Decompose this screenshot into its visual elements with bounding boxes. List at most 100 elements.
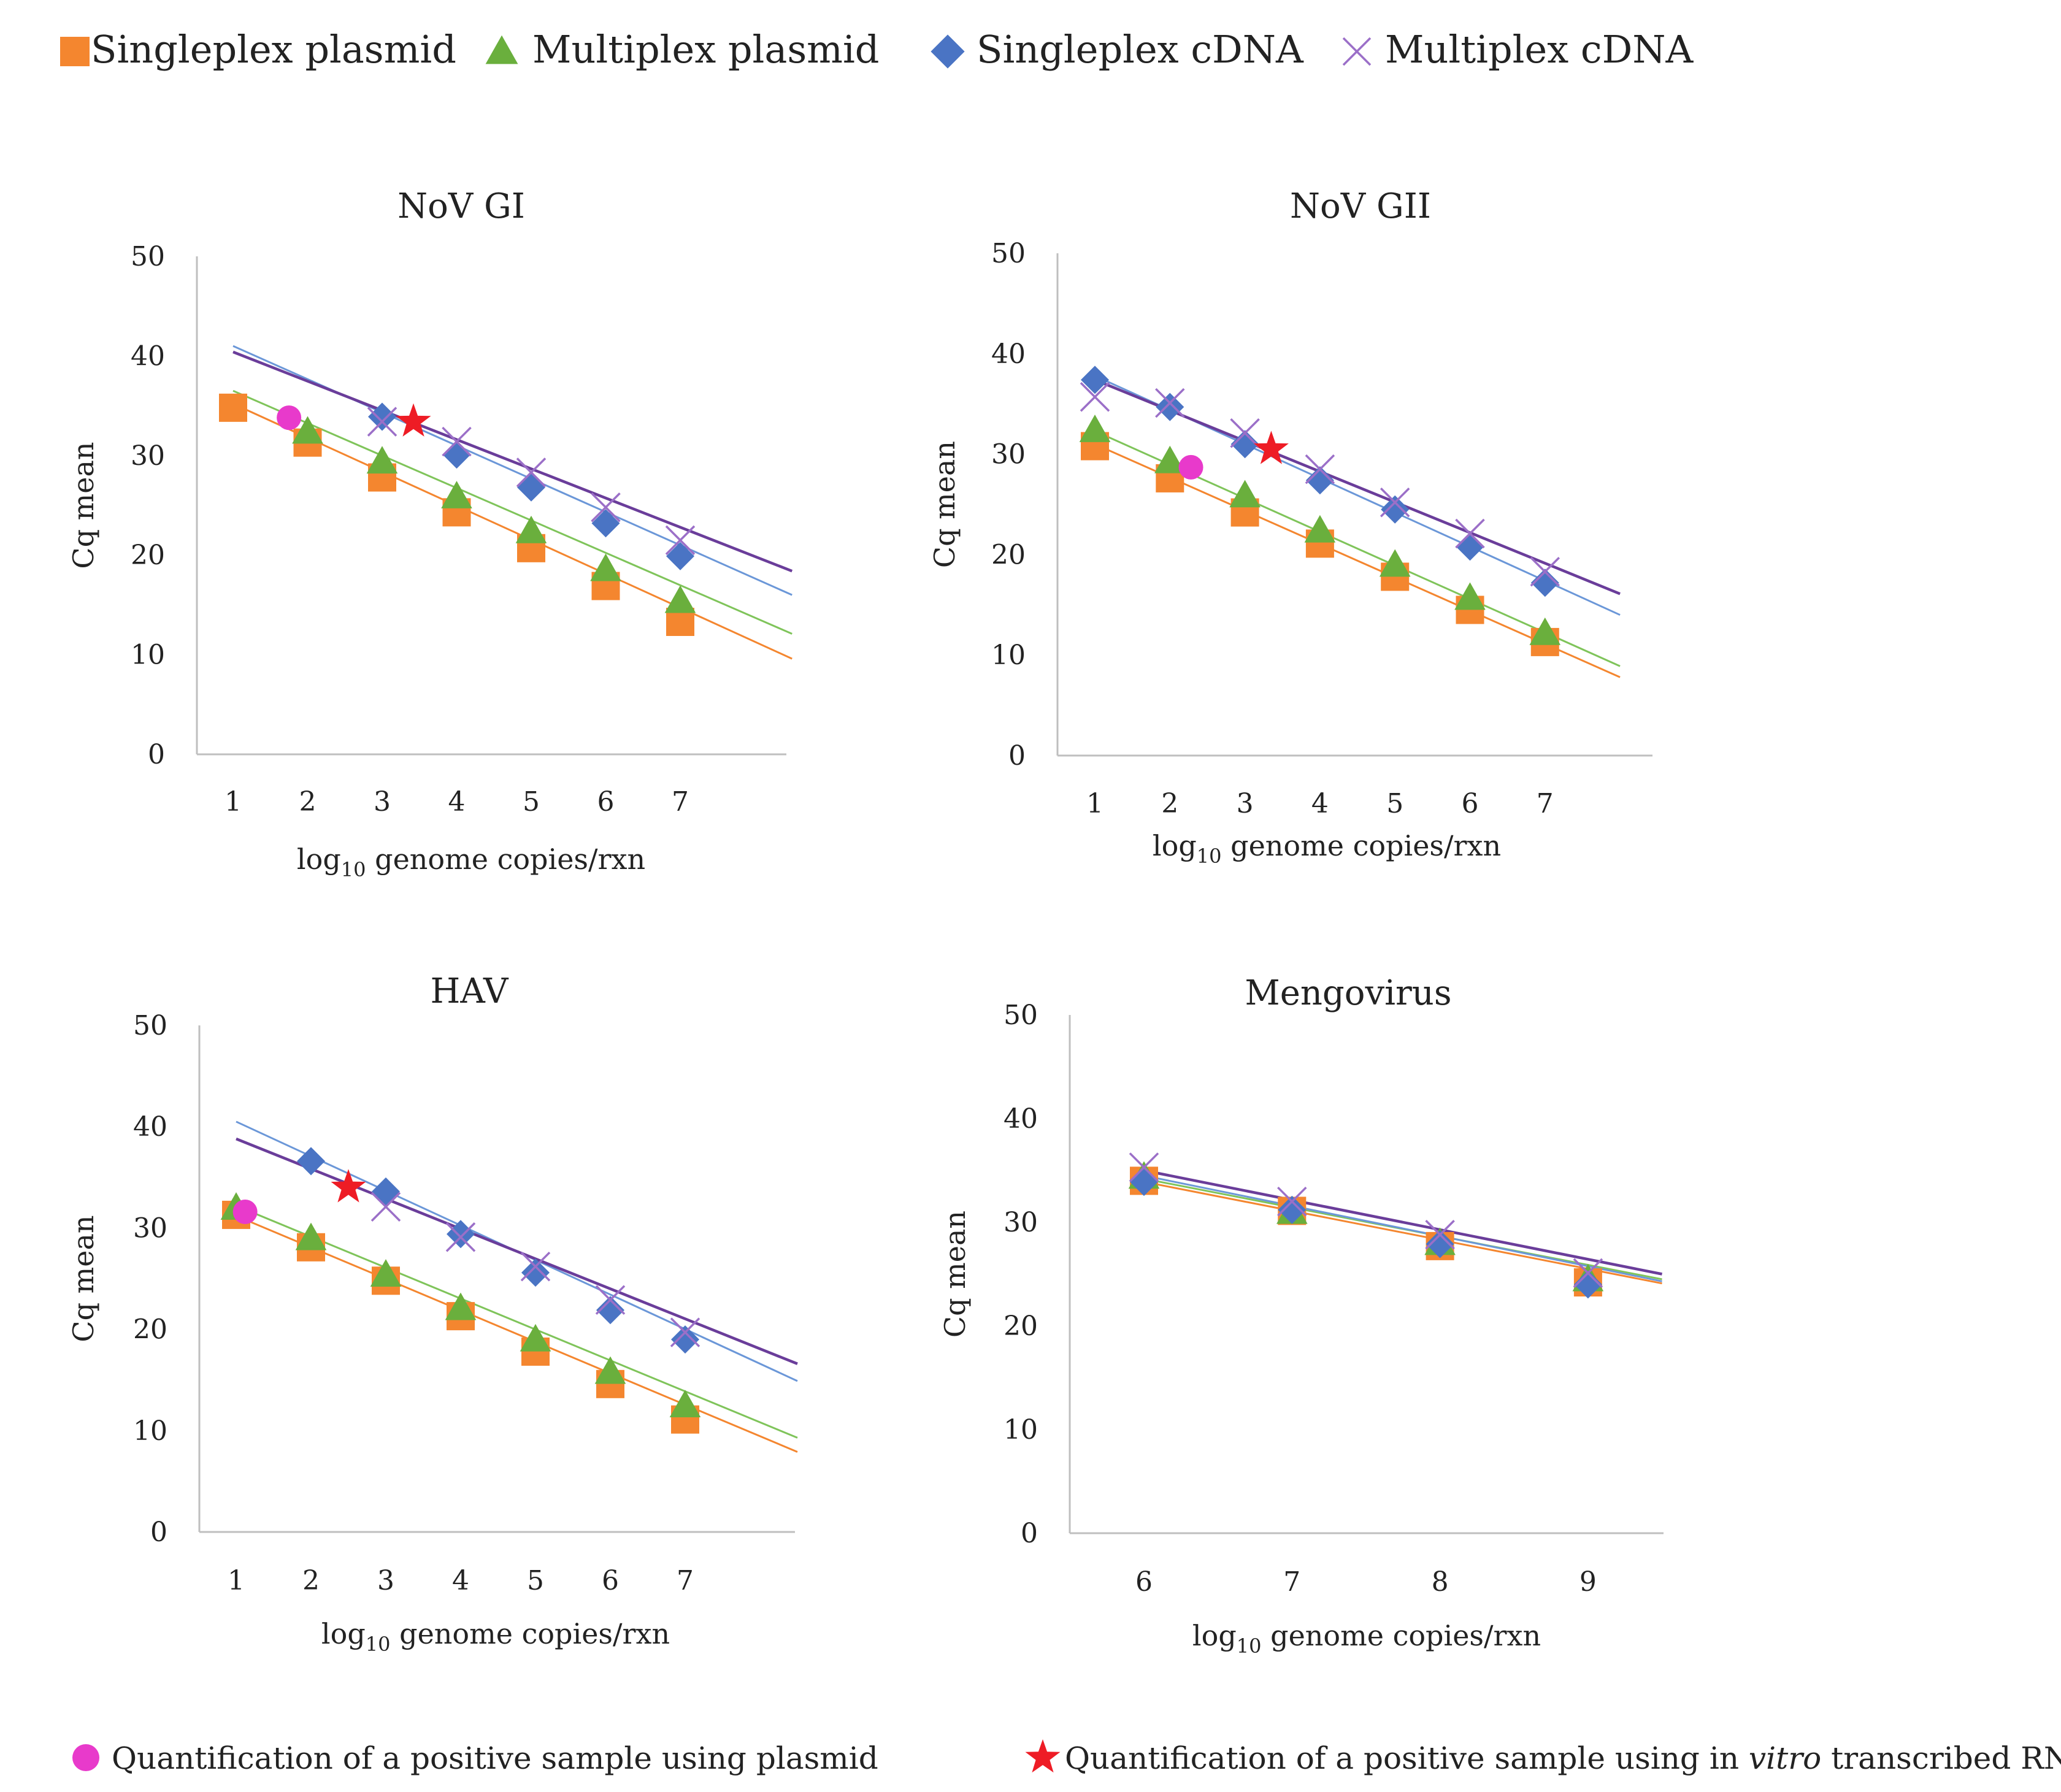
x-tick-label: 3: [374, 786, 391, 818]
trendline-multiplex-cdna: [236, 1137, 798, 1365]
y-tick-label: 10: [131, 640, 165, 671]
data-point-singleplex-cdna: [1278, 1195, 1307, 1224]
data-point-multiplex-plasmid: [664, 585, 696, 613]
x-tick-label: 4: [448, 786, 466, 818]
trendline-multiplex-cdna: [232, 350, 793, 573]
x-tick-label: 4: [1311, 788, 1329, 819]
data-point-multiplex-plasmid: [366, 446, 398, 474]
legend-item-singleplex-plasmid: Singleplex plasmid: [60, 27, 456, 72]
x-axis-title: log10 genome copies/rxn: [297, 843, 645, 881]
data-point-multiplex-plasmid: [1379, 549, 1411, 577]
data-point-multiplex-cdna: [591, 492, 621, 523]
x-tick-label: 6: [1135, 1566, 1153, 1598]
x-tick-label: 7: [677, 1565, 694, 1596]
data-point-multiplex-plasmid: [1154, 445, 1186, 473]
x-tick-label: 9: [1579, 1566, 1597, 1598]
legend-diamond-icon: [931, 34, 965, 69]
legend-label: Singleplex cDNA: [977, 27, 1304, 72]
data-point-multiplex-cdna: [445, 1222, 476, 1252]
data-point-multiplex-cdna: [1080, 381, 1110, 412]
data-point-multiplex-plasmid: [1454, 582, 1486, 610]
data-point-multiplex-plasmid: [1529, 617, 1561, 645]
data-point-multiplex-plasmid: [370, 1259, 402, 1287]
trendline-singleplex-plasmid: [1143, 1181, 1662, 1285]
data-point-multiplex-cdna: [665, 525, 696, 556]
data-point-multiplex-plasmid: [445, 1292, 477, 1320]
data-point-singleplex-cdna: [1530, 569, 1559, 597]
legend-item-singleplex-cdna: Singleplex cDNA: [931, 27, 1304, 72]
y-tick-label: 30: [131, 440, 165, 472]
legend-item-multiplex-cdna: Multiplex cDNA: [1342, 27, 1694, 72]
data-point-multiplex-plasmid: [515, 515, 547, 543]
y-tick-label: 20: [131, 540, 165, 571]
plasmid-quantification-dot: [277, 405, 302, 431]
rna-quantification-star: [331, 1169, 366, 1203]
y-tick-label: 10: [133, 1415, 167, 1447]
x-tick-label: 2: [299, 786, 317, 818]
data-point-multiplex-plasmid: [441, 481, 472, 508]
note-circle-icon: [72, 1744, 99, 1771]
chart-mengovirus: Mengovirus 0 10 20 30 40 50 6 7 8 9 Cq mean log10 ge…: [938, 973, 1664, 1658]
data-point-singleplex-cdna: [1081, 366, 1109, 394]
y-tick-label: 0: [1008, 740, 1026, 772]
x-tick-label: 1: [228, 1565, 245, 1596]
y-tick-label: 50: [131, 241, 165, 272]
data-point-singleplex-cdna: [521, 1258, 550, 1287]
y-axis-title: Cq mean: [938, 1211, 972, 1338]
chart-title: Mengovirus: [1245, 973, 1451, 1013]
y-tick-label: 40: [131, 340, 165, 372]
y-tick-label: 30: [991, 439, 1026, 470]
data-point-multiplex-cdna: [1380, 487, 1410, 518]
y-tick-label: 10: [991, 640, 1026, 671]
trendline-singleplex-cdna: [232, 345, 793, 596]
x-axis-title: log10 genome copies/rxn: [1192, 1619, 1541, 1658]
data-point-singleplex-cdna: [666, 542, 694, 570]
x-tick-label: 5: [523, 786, 540, 818]
data-point-multiplex-cdna: [1455, 518, 1485, 549]
legend-label: Multiplex cDNA: [1385, 27, 1694, 72]
data-point-multiplex-cdna: [595, 1285, 626, 1315]
x-tick-label: 1: [225, 786, 242, 818]
data-point-multiplex-plasmid: [590, 553, 621, 581]
x-tick-label: 4: [452, 1565, 469, 1596]
plasmid-quantification-dot: [1178, 454, 1203, 480]
y-axis-title: Cq mean: [67, 1215, 100, 1342]
y-tick-label: 20: [1004, 1311, 1038, 1342]
x-axis-title: log10 genome copies/rxn: [321, 1617, 670, 1656]
data-point-singleplex-cdna: [447, 1220, 475, 1249]
note-rna: Quantification of a positive sample usin…: [1025, 1739, 2061, 1776]
legend-square-icon: [60, 37, 90, 66]
trendline-multiplex-plasmid: [232, 389, 793, 635]
data-point-multiplex-cdna: [1530, 557, 1560, 587]
x-tick-label: 6: [1462, 788, 1479, 819]
x-tick-label: 1: [1086, 788, 1103, 819]
legend-label: Multiplex plasmid: [532, 27, 879, 72]
data-point-singleplex-cdna: [1426, 1230, 1454, 1258]
data-point-multiplex-cdna: [1425, 1220, 1455, 1250]
notes: Quantification of a positive sample usin…: [72, 1739, 2061, 1776]
y-tick-label: 40: [991, 339, 1026, 370]
data-point-singleplex-plasmid: [219, 393, 247, 422]
x-tick-label: 2: [1161, 788, 1178, 819]
chart-nov-gi: NoV GI 0 10 20 30 40 50 1 2 3 4 5 6 7 Cq mean log10 gen…: [67, 186, 793, 881]
data-point-multiplex-cdna: [370, 1192, 401, 1222]
data-point-singleplex-cdna: [1573, 1270, 1602, 1299]
y-tick-label: 0: [1021, 1518, 1038, 1549]
rna-quantification-star: [396, 403, 431, 437]
x-tick-label: 6: [597, 786, 615, 818]
y-tick-label: 30: [1004, 1207, 1038, 1238]
data-point-multiplex-plasmid: [1229, 480, 1261, 508]
data-point-singleplex-cdna: [1230, 430, 1259, 459]
y-tick-label: 50: [1004, 1000, 1038, 1031]
trendline-singleplex-plasmid: [236, 1215, 798, 1453]
data-point-multiplex-cdna: [367, 407, 397, 437]
trendline-singleplex-plasmid: [232, 402, 793, 660]
x-tick-label: 6: [602, 1565, 619, 1596]
y-tick-label: 40: [1004, 1103, 1038, 1135]
x-tick-label: 3: [1237, 788, 1254, 819]
x-tick-label: 7: [1537, 788, 1554, 819]
chart-hav: HAV 0 10 20 30 40 50 1 2 3 4 5 6 7 Cq mean log10 genome…: [67, 971, 798, 1656]
legend-cross-icon: [1342, 37, 1372, 66]
x-axis-title: log10 genome copies/rxn: [1153, 829, 1501, 868]
legend-triangle-icon: [485, 35, 518, 64]
